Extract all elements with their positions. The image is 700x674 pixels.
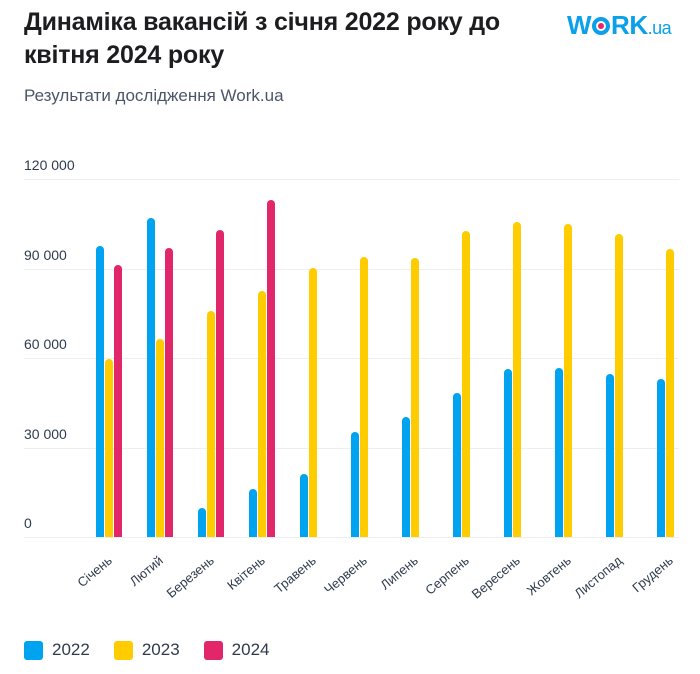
gridline xyxy=(24,358,679,359)
y-axis-tick-label: 60 000 xyxy=(24,336,67,352)
chart-legend: 2022 2023 2024 xyxy=(24,640,293,660)
y-axis-tick-label: 120 000 xyxy=(24,157,75,173)
bar-2024-3[interactable] xyxy=(216,230,224,537)
bar-2023-7[interactable] xyxy=(411,258,419,537)
legend-label: 2022 xyxy=(52,640,90,659)
legend-swatch-icon xyxy=(24,640,43,660)
bar-2023-12[interactable] xyxy=(666,249,674,537)
bar-2022-8[interactable] xyxy=(453,392,461,537)
gridline xyxy=(24,269,679,270)
bar-2023-4[interactable] xyxy=(258,290,266,537)
y-axis-tick-label: 30 000 xyxy=(24,426,67,442)
logo-text-ua: .ua xyxy=(647,18,672,38)
gridline xyxy=(24,179,679,180)
y-axis-tick-label: 0 xyxy=(24,515,32,531)
y-axis-tick-label: 90 000 xyxy=(24,247,67,263)
bar-2023-10[interactable] xyxy=(564,224,572,537)
logo-text-w: W xyxy=(567,10,592,40)
bar-2022-6[interactable] xyxy=(351,431,359,537)
bar-2023-1[interactable] xyxy=(105,358,113,537)
bar-2022-9[interactable] xyxy=(504,369,512,537)
chart-subtitle: Результати дослідження Work.ua xyxy=(24,86,284,105)
logo-text-rk: RK xyxy=(611,10,648,40)
bar-2022-4[interactable] xyxy=(249,488,257,537)
legend-label: 2024 xyxy=(231,640,270,659)
bar-2023-11[interactable] xyxy=(615,233,623,537)
bar-2023-9[interactable] xyxy=(513,221,521,537)
bar-2023-8[interactable] xyxy=(462,230,470,537)
bar-2022-2[interactable] xyxy=(147,218,155,537)
bar-2022-3[interactable] xyxy=(198,508,206,537)
bar-2022-1[interactable] xyxy=(96,246,104,537)
bar-2023-3[interactable] xyxy=(207,310,215,537)
bar-2024-2[interactable] xyxy=(165,247,173,537)
chart-title: Динаміка вакансій з січня 2022 року до к… xyxy=(24,8,500,69)
bar-2024-4[interactable] xyxy=(267,199,275,537)
legend-item-2023[interactable]: 2023 xyxy=(113,640,180,660)
logo-target-icon xyxy=(592,17,611,35)
bar-2023-2[interactable] xyxy=(156,338,164,537)
bar-2022-7[interactable] xyxy=(402,417,410,537)
legend-label: 2023 xyxy=(141,640,180,659)
legend-item-2022[interactable]: 2022 xyxy=(24,640,90,660)
bar-2022-12[interactable] xyxy=(657,378,665,537)
gridline xyxy=(24,537,679,538)
bar-2023-6[interactable] xyxy=(360,256,368,537)
work-ua-logo: W RK .ua xyxy=(567,10,672,41)
legend-item-2024[interactable]: 2024 xyxy=(203,640,270,660)
bar-2022-10[interactable] xyxy=(555,368,563,537)
bar-2022-5[interactable] xyxy=(300,474,308,537)
legend-swatch-icon xyxy=(113,640,133,660)
bar-2024-1[interactable] xyxy=(114,264,122,537)
bar-2023-5[interactable] xyxy=(309,267,317,537)
legend-swatch-icon xyxy=(203,640,223,660)
bar-2022-11[interactable] xyxy=(606,374,614,537)
